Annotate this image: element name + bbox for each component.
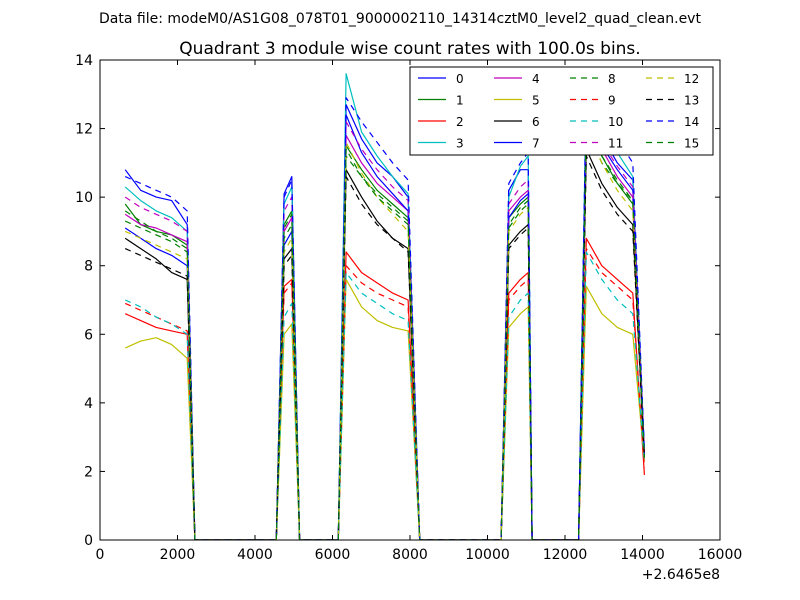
x-tick-label: 2000 [160, 547, 196, 563]
legend-label-4: 4 [532, 72, 540, 86]
legend-label-6: 6 [532, 115, 540, 129]
legend-label-7: 7 [532, 137, 540, 151]
series-line-15 [124, 121, 645, 540]
legend-label-1: 1 [456, 94, 464, 108]
legend-label-12: 12 [684, 72, 699, 86]
legend-label-15: 15 [684, 137, 699, 151]
legend-label-3: 3 [456, 137, 464, 151]
y-tick-label: 0 [84, 533, 93, 549]
legend-label-9: 9 [608, 94, 616, 108]
x-offset-label: +2.6465e8 [642, 567, 720, 583]
y-tick-label: 10 [75, 190, 93, 206]
legend-label-13: 13 [684, 94, 699, 108]
legend-label-10: 10 [608, 115, 623, 129]
axes: 0 2000 4000 6000 8000 10000 12000 14000 16000 0 2 4… [75, 53, 742, 563]
x-tick-label: 14000 [620, 547, 665, 563]
x-tick-label: 6000 [315, 547, 351, 563]
legend-label-11: 11 [608, 137, 623, 151]
legend-label-0: 0 [456, 72, 464, 86]
y-tick-label: 8 [84, 259, 93, 275]
series-line-10 [124, 251, 645, 540]
x-tick-label: 12000 [543, 547, 588, 563]
legend-box [409, 66, 714, 156]
x-tick-label: 16000 [698, 547, 743, 563]
series-lines [124, 73, 645, 540]
y-tick-label: 12 [75, 122, 93, 138]
y-tick-label: 14 [75, 53, 93, 69]
x-tick-label: 0 [96, 547, 105, 563]
x-tick-label: 4000 [237, 547, 273, 563]
x-tick-label: 10000 [465, 547, 510, 563]
legend-label-8: 8 [608, 72, 616, 86]
suptitle: Data file: modeM0/AS1G08_078T01_90000021… [99, 11, 701, 27]
y-tick-label: 4 [84, 396, 93, 412]
legend-label-5: 5 [532, 94, 540, 108]
legend-label-14: 14 [684, 115, 699, 129]
y-tick-label: 2 [84, 464, 93, 480]
x-tick-label: 8000 [392, 547, 428, 563]
y-tick-label: 6 [84, 327, 93, 343]
legend-label-2: 2 [456, 115, 464, 129]
chart-title: Quadrant 3 module wise count rates with … [179, 39, 640, 59]
